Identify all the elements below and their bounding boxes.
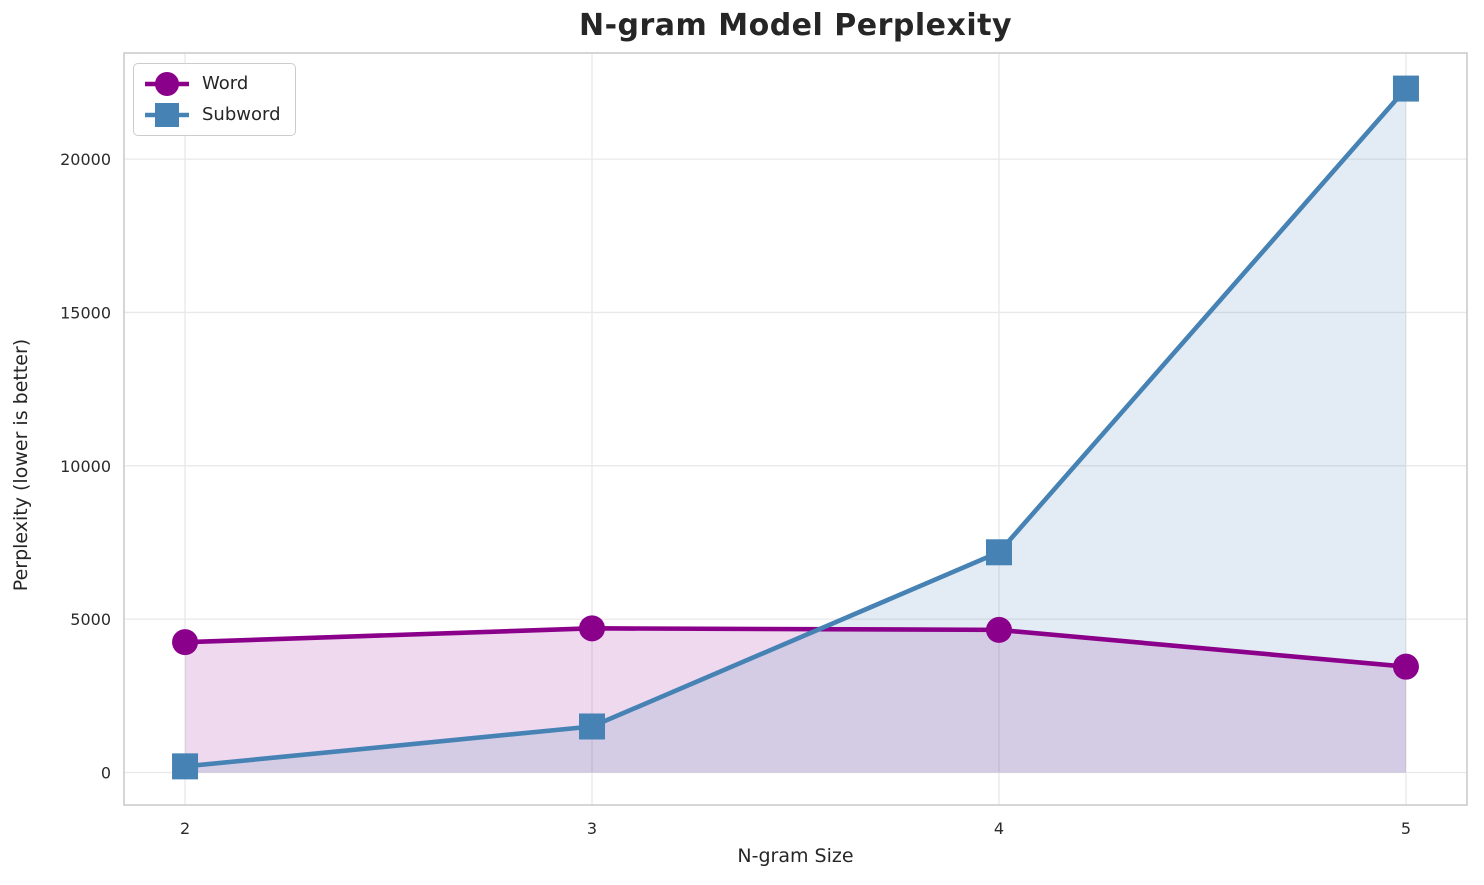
legend: Word Subword	[133, 63, 296, 136]
y-tick-label: 20000	[60, 150, 111, 169]
x-axis-label: N-gram Size	[737, 845, 854, 867]
x-tick-label: 4	[994, 819, 1004, 838]
x-tick-label: 5	[1401, 819, 1411, 838]
data-point-subword	[172, 753, 199, 780]
data-point-word	[985, 616, 1012, 643]
data-point-word	[172, 629, 199, 656]
data-point-subword	[579, 713, 606, 740]
y-tick-label: 5000	[70, 610, 111, 629]
data-point-word	[1392, 653, 1419, 680]
y-tick-label: 0	[101, 763, 111, 782]
series-line-subword	[184, 87, 1408, 769]
series-line-word	[184, 626, 1407, 669]
y-axis-label: Perplexity (lower is better)	[10, 338, 32, 592]
data-point-word	[579, 615, 606, 642]
legend-item-subword: Subword	[144, 102, 281, 128]
legend-label-word: Word	[202, 73, 249, 94]
x-tick-label: 2	[180, 819, 190, 838]
chart-title: N-gram Model Perplexity	[578, 8, 1013, 43]
legend-label-subword: Subword	[202, 104, 281, 125]
y-tick-label: 15000	[60, 303, 111, 322]
word-circle-marker-icon	[145, 72, 189, 96]
legend-item-word: Word	[144, 71, 281, 97]
y-tick-label: 10000	[60, 457, 111, 476]
data-point-subword	[985, 539, 1012, 566]
series-fill-subword	[185, 88, 1406, 773]
x-tick-label: 3	[587, 819, 597, 838]
plot-border	[123, 52, 1468, 806]
subword-square-marker-icon	[145, 103, 189, 127]
data-point-subword	[1392, 75, 1419, 102]
